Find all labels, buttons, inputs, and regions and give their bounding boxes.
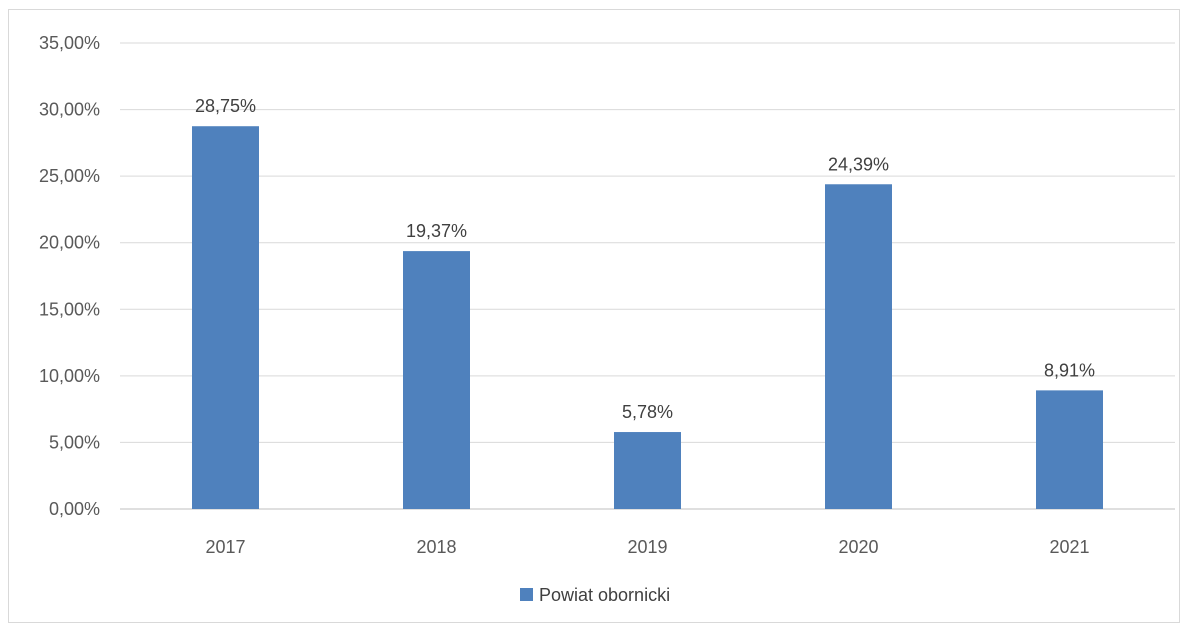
- y-tick-label: 25,00%: [39, 166, 100, 186]
- y-tick-label: 35,00%: [39, 33, 100, 53]
- x-tick-label: 2017: [205, 537, 245, 557]
- bar-2020: [825, 184, 892, 509]
- legend: Powiat obornicki: [520, 585, 670, 605]
- bar-2017: [192, 126, 259, 509]
- data-label: 24,39%: [828, 154, 889, 174]
- bar-2019: [614, 432, 681, 509]
- y-tick-label: 30,00%: [39, 100, 100, 120]
- bar-2021: [1036, 390, 1103, 509]
- data-label: 28,75%: [195, 96, 256, 116]
- legend-label: Powiat obornicki: [539, 585, 670, 605]
- y-tick-label: 20,00%: [39, 233, 100, 253]
- legend-swatch: [520, 588, 533, 601]
- y-axis: 0,00% 5,00% 10,00% 15,00% 20,00% 25,00% 30,00%…: [39, 33, 100, 519]
- data-labels: 28,75% 19,37% 5,78% 24,39% 8,91%: [195, 96, 1095, 422]
- y-tick-label: 10,00%: [39, 366, 100, 386]
- bars: [192, 126, 1103, 509]
- x-axis: 2017 2018 2019 2020 2021: [205, 537, 1089, 557]
- data-label: 5,78%: [622, 402, 673, 422]
- x-tick-label: 2019: [627, 537, 667, 557]
- y-tick-label: 15,00%: [39, 299, 100, 319]
- x-tick-label: 2020: [838, 537, 878, 557]
- y-tick-label: 5,00%: [49, 432, 100, 452]
- bar-2018: [403, 251, 470, 509]
- x-tick-label: 2018: [416, 537, 456, 557]
- y-tick-label: 0,00%: [49, 499, 100, 519]
- data-label: 8,91%: [1044, 360, 1095, 380]
- data-label: 19,37%: [406, 221, 467, 241]
- x-tick-label: 2021: [1049, 537, 1089, 557]
